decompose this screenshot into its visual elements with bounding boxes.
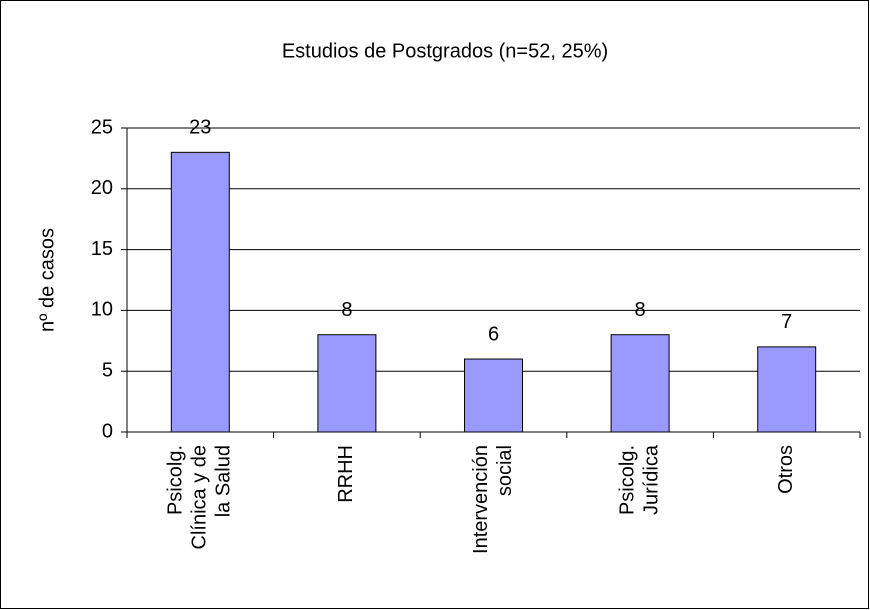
- x-tick-label: la Salud: [213, 445, 235, 517]
- y-tick-label: 10: [91, 299, 113, 321]
- x-tick-label: Clínica y de: [189, 445, 211, 550]
- x-tick-label: Jurídica: [640, 444, 662, 515]
- data-label: 6: [488, 323, 499, 345]
- x-tick-label: Psicolg.: [616, 445, 638, 515]
- bar: [170, 151, 230, 433]
- y-tick-label: 0: [102, 420, 113, 442]
- y-tick-label: 15: [91, 238, 113, 260]
- x-tick-label: RRHH: [335, 445, 357, 503]
- x-tick-label: social: [494, 445, 516, 496]
- bar: [464, 358, 523, 433]
- x-tick-label: Otros: [775, 445, 797, 494]
- data-label: 8: [341, 299, 352, 321]
- data-label: 23: [189, 117, 211, 139]
- x-tick-label: Intervención: [470, 445, 492, 554]
- y-tick-label: 25: [91, 116, 113, 138]
- chart-title: Estudios de Postgrados (n=52, 25%): [282, 40, 608, 62]
- bar: [757, 346, 817, 433]
- y-axis-title: nº de casos: [36, 228, 58, 332]
- data-label: 7: [781, 311, 792, 333]
- data-label: 8: [635, 299, 646, 321]
- bar: [317, 334, 377, 433]
- bar: [610, 334, 670, 433]
- y-tick-label: 5: [102, 359, 113, 381]
- x-tick-label: Psicolg.: [165, 445, 187, 515]
- y-tick-label: 20: [91, 177, 113, 199]
